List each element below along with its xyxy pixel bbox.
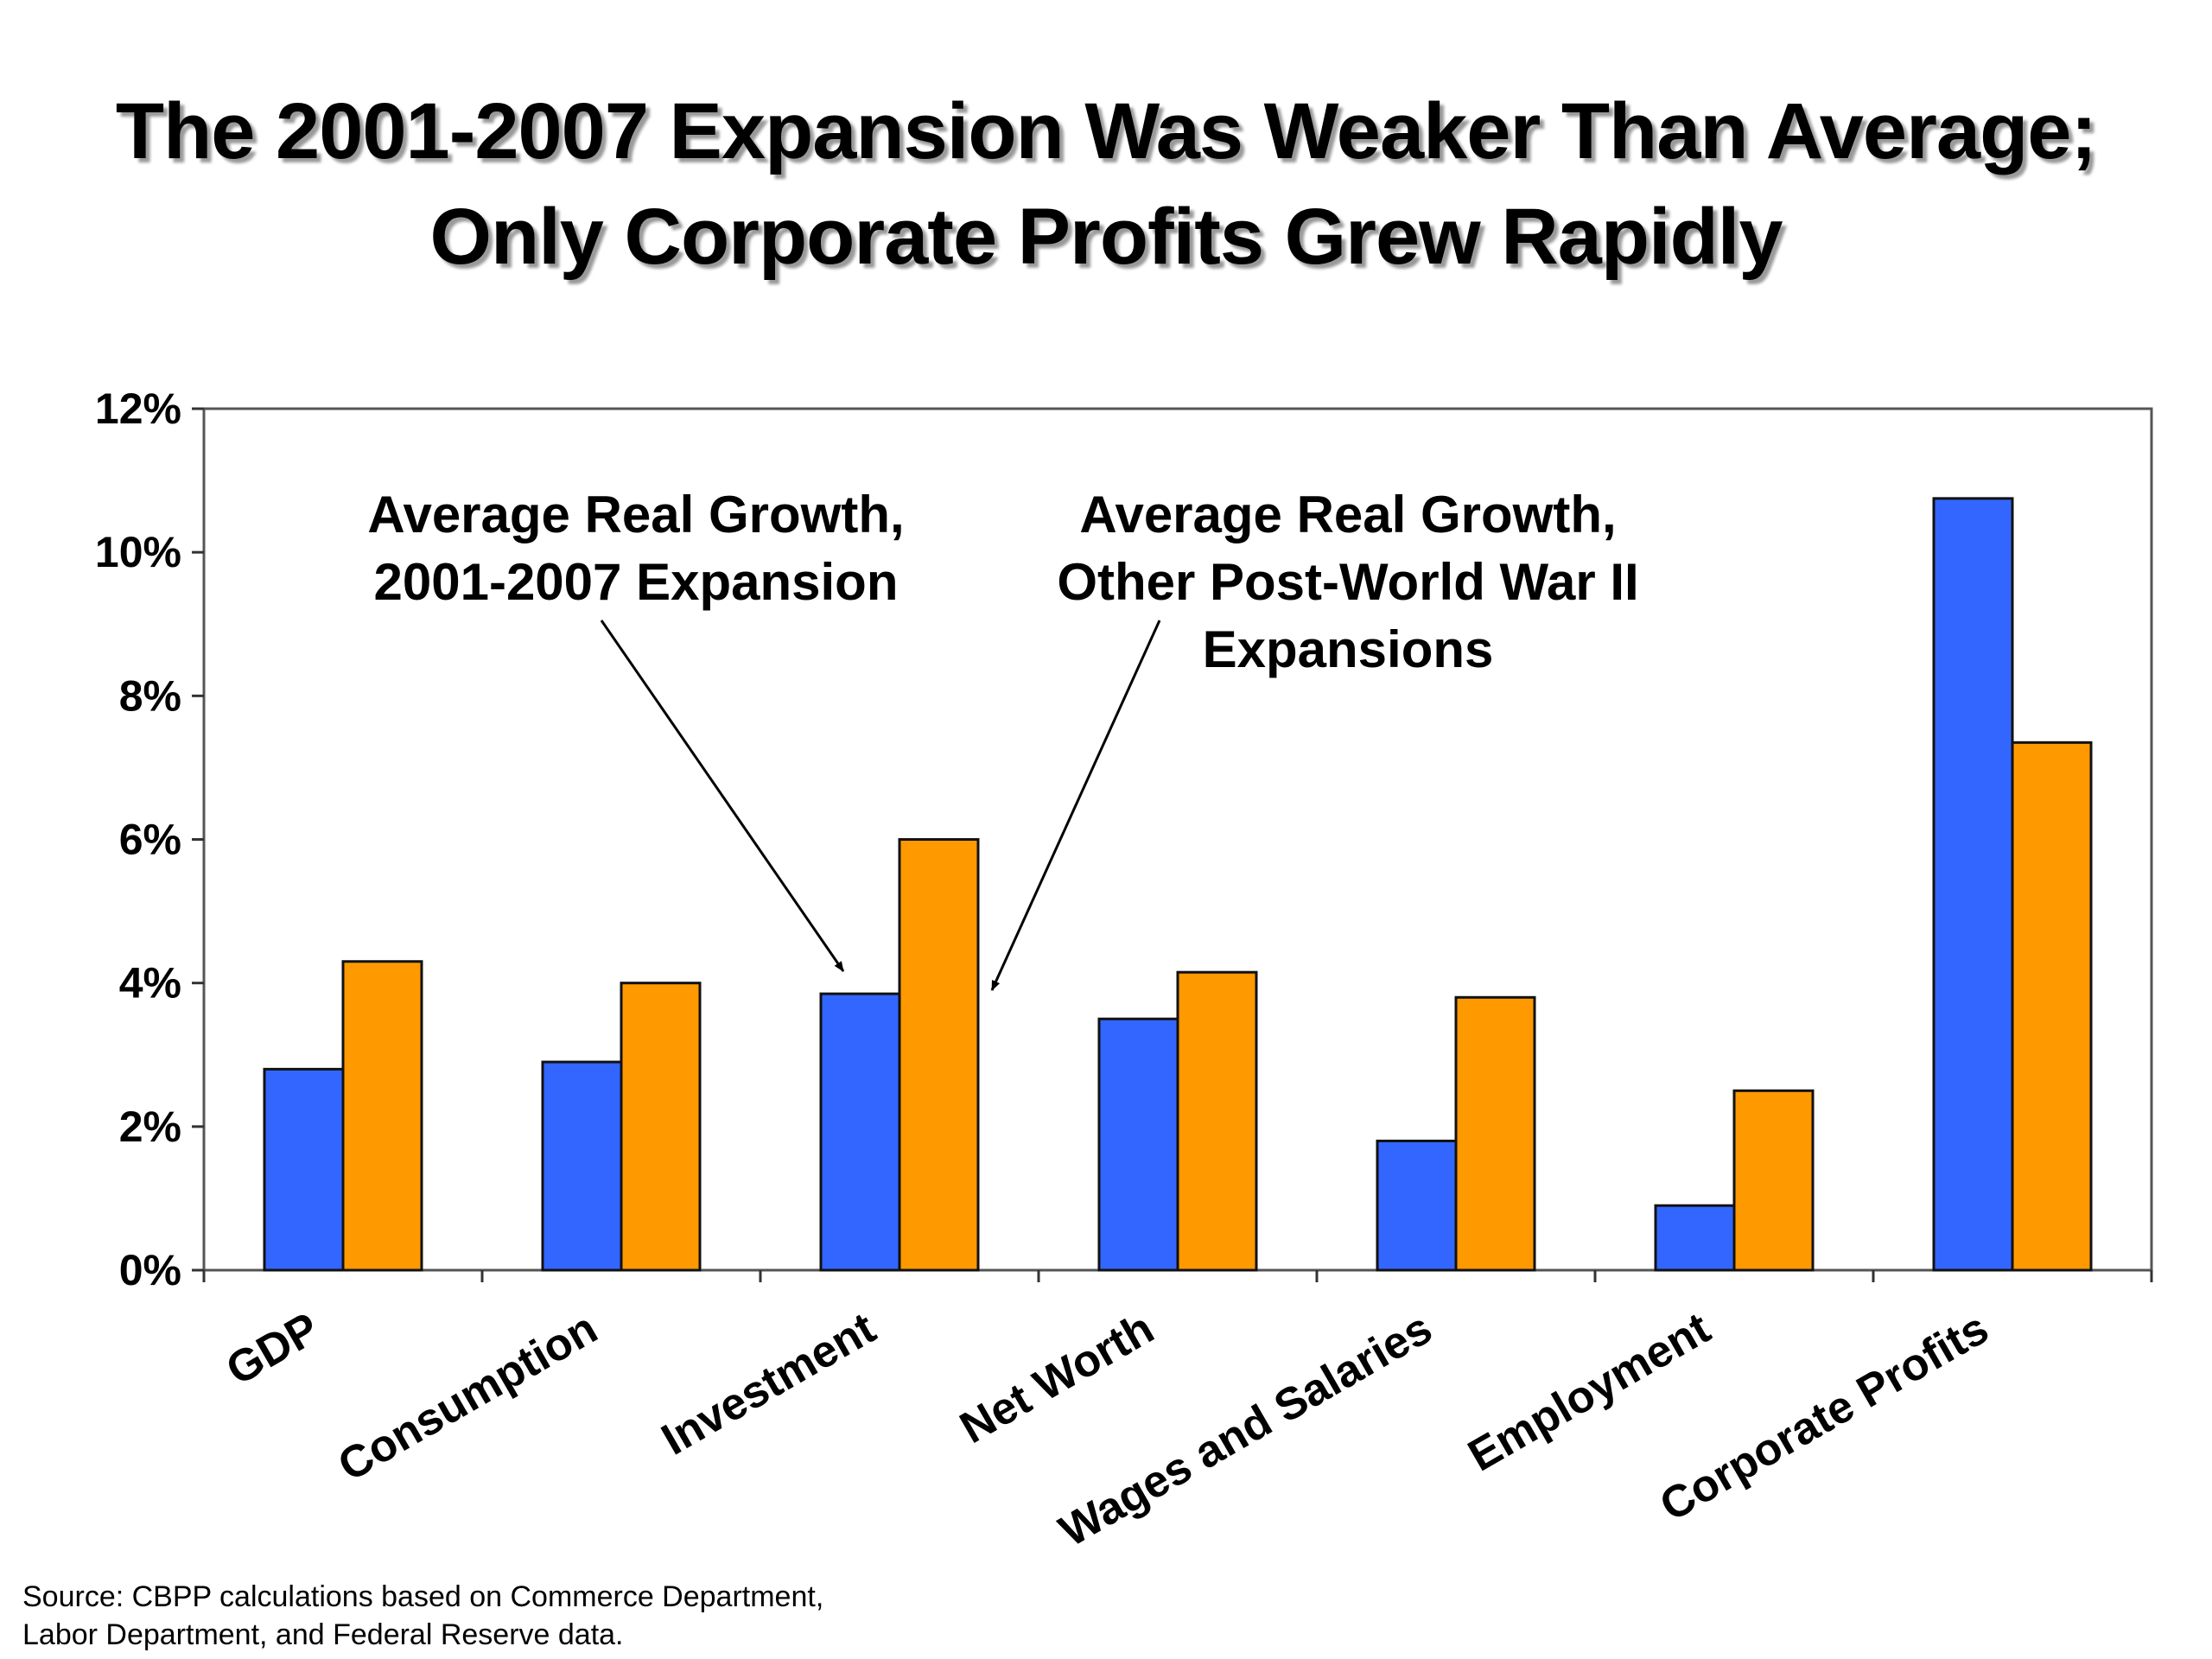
source-line-1: Source: CBPP calculations based on Comme… [22,1580,824,1613]
annotation-arrow-1 [600,620,845,972]
x-category-label: Employment [1460,1303,1719,1481]
x-category-label: Net Worth [952,1303,1162,1453]
annotation-text-2: Expansions [1203,620,1494,678]
bar-other-expansions [341,960,423,1272]
bar-2001-2007 [1097,1017,1179,1272]
annotation-text-2: Other Post-World War II [1057,553,1638,611]
bar-other-expansions [2011,741,2093,1272]
bar-other-expansions [1176,970,1258,1272]
bar-2001-2007 [819,992,901,1272]
chart-title-line-1: The 2001-2007 Expansion Was Weaker Than … [115,87,2097,175]
bar-2001-2007 [1376,1139,1458,1272]
bar-other-expansions [898,838,980,1272]
bar-other-expansions [620,982,702,1272]
y-tick-label: 4% [119,959,181,1007]
bar-other-expansions [1454,995,1536,1272]
annotation-arrow-2 [990,620,1161,991]
bar-2001-2007 [541,1060,623,1272]
x-category-label: Investment [653,1303,884,1465]
annotation-text-1: 2001-2007 Expansion [373,553,898,611]
x-category-label: Consumption [330,1303,606,1491]
bar-other-expansions [1732,1089,1815,1272]
y-tick-label: 0% [119,1246,181,1294]
bar-2001-2007 [263,1067,345,1272]
bar-2001-2007 [1932,497,2014,1272]
source-note: Source: CBPP calculations based on Comme… [22,1578,823,1654]
y-tick-label: 8% [119,671,181,720]
annotation-text-2: Average Real Growth, [1079,486,1616,543]
y-tick-label: 2% [119,1103,181,1151]
chart-title-line-2: Only Corporate Profits Grew Rapidly [429,193,1783,281]
y-tick-label: 6% [119,816,181,864]
bar-2001-2007 [1654,1204,1736,1272]
x-category-label: GDP [218,1303,327,1395]
y-tick-label: 12% [95,385,181,433]
annotation-text-1: Average Real Growth, [367,486,904,543]
y-tick-label: 10% [95,528,181,576]
source-line-2: Labor Department, and Federal Reserve da… [22,1618,624,1651]
